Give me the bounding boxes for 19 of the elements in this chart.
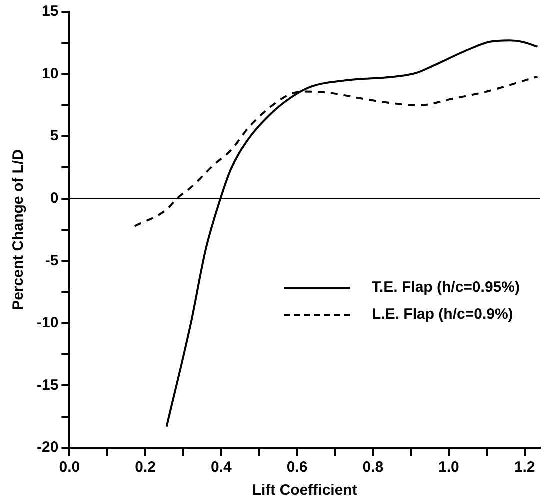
x-tick-label: 0.6 [286,459,308,476]
y-tick-label: 10 [42,65,59,82]
legend-label: L.E. Flap (h/c=0.9%) [372,306,514,323]
y-tick-label: -15 [36,376,59,394]
x-tick-label: 1.0 [438,459,460,476]
x-tick-label: 0.0 [59,459,80,476]
y-tick-label: -20 [36,439,59,456]
y-tick-label: 5 [50,128,59,145]
y-tick-label: 15 [42,3,59,20]
y-tick-label: 0 [50,190,59,207]
x-tick-label: 0.2 [135,459,156,476]
y-tick-label: -5 [45,252,59,270]
y-tick-label: -10 [36,314,59,332]
x-tick-label: 0.4 [210,459,232,476]
legend-label: T.E. Flap (h/c=0.95%) [372,279,520,296]
x-tick-label: 1.2 [514,459,536,476]
y-axis-title: Percent Change of L/D [10,149,28,310]
x-tick-label: 0.8 [362,459,384,476]
x-axis-title: Lift Coefficient [252,482,358,500]
